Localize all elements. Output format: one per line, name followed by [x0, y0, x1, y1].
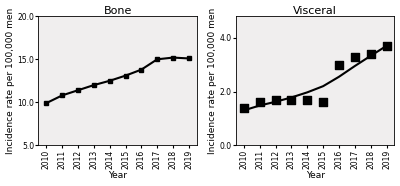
Point — [288, 98, 295, 101]
Point — [368, 52, 374, 55]
Point — [256, 101, 263, 104]
Point — [383, 44, 390, 47]
Point — [320, 101, 326, 104]
Y-axis label: Incidence rate per 100,000 men: Incidence rate per 100,000 men — [6, 8, 14, 154]
Y-axis label: Incidence rate per 100,000 men: Incidence rate per 100,000 men — [208, 8, 217, 154]
Point — [272, 98, 279, 101]
Point — [352, 55, 358, 58]
Point — [241, 106, 247, 109]
Title: Bone: Bone — [104, 6, 132, 16]
Title: Visceral: Visceral — [293, 6, 337, 16]
X-axis label: Year: Year — [306, 171, 325, 180]
X-axis label: Year: Year — [108, 171, 127, 180]
Point — [336, 63, 342, 66]
Point — [304, 98, 310, 101]
